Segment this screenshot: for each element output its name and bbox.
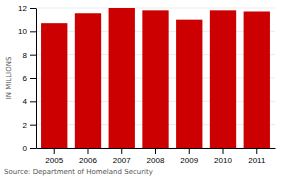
y-tick-label: 8 <box>23 51 28 60</box>
bar <box>109 8 135 148</box>
y-axis: 0 2 4 6 8 10 12 <box>18 4 36 153</box>
bar <box>142 10 168 148</box>
x-tick-label: 2005 <box>45 156 63 165</box>
y-tick-label: 6 <box>23 74 28 83</box>
x-tick-mark <box>54 148 55 154</box>
x-tick-label: 2010 <box>214 156 232 165</box>
y-tick-label: 10 <box>18 27 27 36</box>
bar <box>244 12 270 149</box>
y-tick-mark <box>30 55 36 56</box>
y-tick-mark <box>30 125 36 126</box>
y-tick-label: 0 <box>23 144 28 153</box>
x-tick: 2008 <box>147 148 165 165</box>
y-tick: 2 <box>23 121 36 130</box>
y-tick-mark <box>30 8 36 9</box>
y-axis-line <box>36 9 37 149</box>
bars <box>41 8 270 148</box>
y-tick: 0 <box>23 144 36 153</box>
x-tick-mark <box>121 148 122 154</box>
x-tick-mark <box>87 148 88 154</box>
y-tick-mark <box>30 101 36 102</box>
x-tick-mark <box>155 148 156 154</box>
y-tick-mark <box>30 31 36 32</box>
x-axis: 2005 2006 2007 2008 2009 2010 2011 <box>37 148 276 165</box>
y-tick-label: 12 <box>18 4 27 13</box>
y-tick: 8 <box>23 51 36 60</box>
bar <box>75 13 101 148</box>
y-tick: 12 <box>18 4 36 13</box>
x-tick-label: 2008 <box>147 156 165 165</box>
y-tick: 6 <box>23 74 36 83</box>
y-tick: 10 <box>18 27 36 36</box>
bar <box>210 10 236 148</box>
plot: 0 2 4 6 8 10 12 2005 2006 2007 2008 2009 2010 2011 <box>18 4 275 165</box>
y-tick-mark <box>30 78 36 79</box>
bar <box>41 23 67 148</box>
y-tick-label: 4 <box>23 97 28 106</box>
x-tick-mark <box>256 148 257 154</box>
x-tick: 2010 <box>214 148 232 165</box>
grid-line <box>36 8 275 9</box>
y-tick-label: 2 <box>23 121 28 130</box>
chart: 0 2 4 6 8 10 12 2005 2006 2007 2008 2009 2010 2011 IN … <box>0 0 283 178</box>
x-tick: 2005 <box>45 148 63 165</box>
y-tick: 4 <box>23 97 36 106</box>
x-tick-label: 2006 <box>79 156 97 165</box>
x-tick: 2009 <box>180 148 198 165</box>
x-tick-label: 2011 <box>248 156 266 165</box>
x-tick-label: 2007 <box>113 156 131 165</box>
x-tick-label: 2009 <box>180 156 198 165</box>
x-tick: 2006 <box>79 148 97 165</box>
y-axis-title: IN MILLIONS <box>5 56 13 99</box>
y-tick-mark <box>30 148 36 149</box>
x-tick: 2011 <box>248 148 266 165</box>
x-tick: 2007 <box>113 148 131 165</box>
grid <box>36 8 275 148</box>
bar <box>176 20 202 148</box>
x-tick-mark <box>223 148 224 154</box>
source-note: Source: Department of Homeland Security <box>4 168 153 176</box>
x-tick-mark <box>189 148 190 154</box>
